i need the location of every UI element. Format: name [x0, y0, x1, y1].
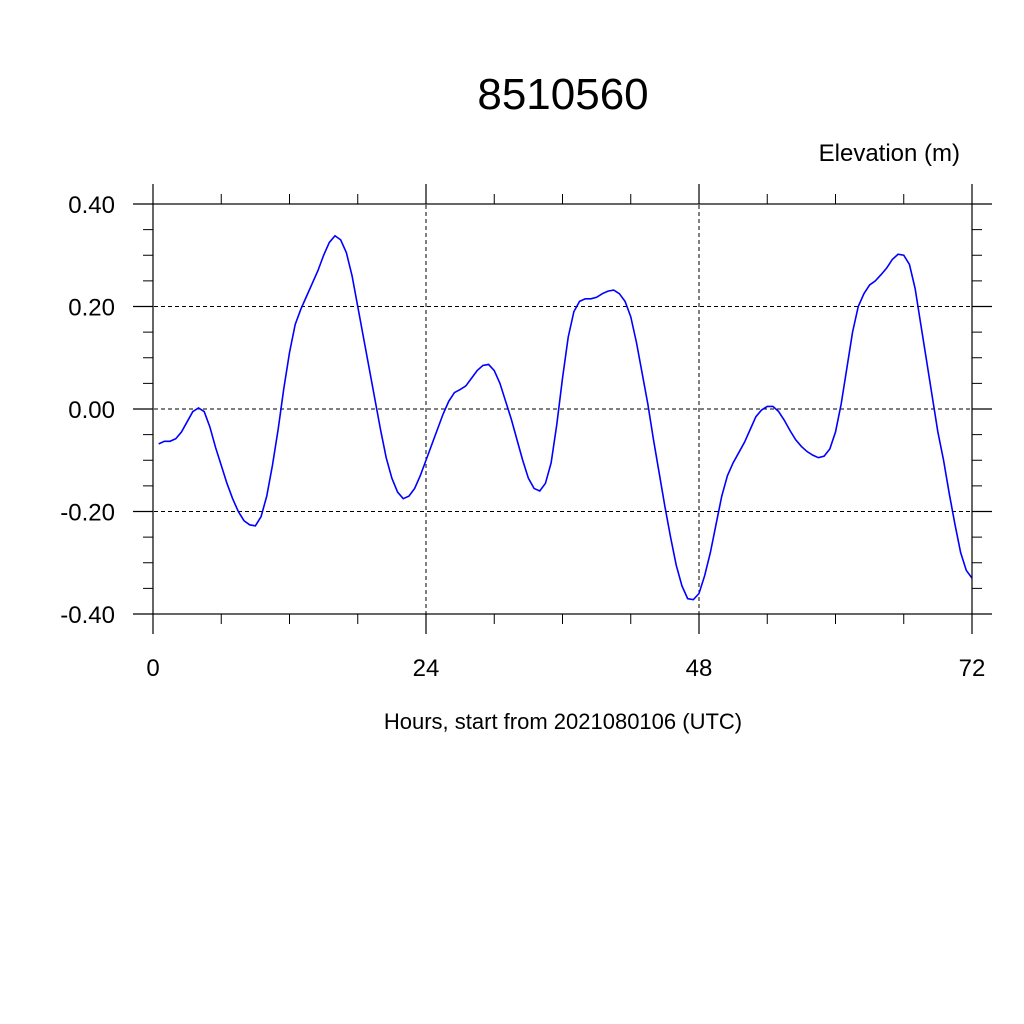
x-tick-label: 72 — [959, 655, 986, 682]
y-tick-label: 0.20 — [68, 295, 115, 322]
y-tick-label: 0.00 — [68, 397, 115, 424]
x-axis-title: Hours, start from 2021080106 (UTC) — [384, 709, 742, 734]
y-unit-label: Elevation (m) — [819, 140, 960, 167]
series-line — [158, 234, 973, 601]
axis-ticks — [133, 184, 992, 634]
grid-lines — [133, 184, 992, 634]
plot-frame — [152, 203, 973, 615]
x-tick-label: 48 — [686, 655, 713, 682]
tick-labels: 0 24 48 72 -0.40 -0.20 0.00 0.20 0.40 — [60, 192, 985, 682]
y-tick-label: -0.40 — [60, 602, 115, 629]
chart-title: 8510560 — [477, 70, 648, 119]
y-tick-label: 0.40 — [68, 192, 115, 219]
y-tick-label: -0.20 — [60, 500, 115, 527]
x-tick-label: 24 — [413, 655, 440, 682]
x-tick-label: 0 — [146, 655, 159, 682]
